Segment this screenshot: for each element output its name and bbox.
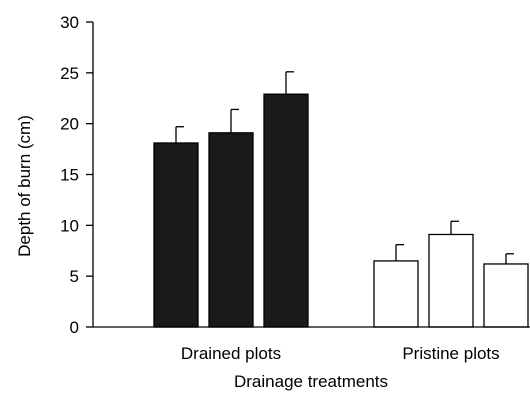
- x-group-label: Pristine plots: [402, 344, 499, 363]
- bar: [263, 93, 309, 328]
- y-tick-label: 15: [60, 166, 79, 185]
- y-tick-label: 0: [70, 318, 79, 337]
- y-axis-title: Depth of burn (cm): [15, 115, 34, 257]
- y-tick-label: 10: [60, 216, 79, 235]
- bar: [428, 233, 474, 328]
- x-axis-title: Drainage treatments: [234, 372, 388, 391]
- y-tick-label: 30: [60, 13, 79, 32]
- x-axis: Drained plots Pristine plots: [93, 326, 530, 363]
- bar-group: [153, 71, 309, 328]
- bar: [208, 132, 254, 328]
- bars-layer: [153, 71, 529, 328]
- bar: [373, 260, 419, 328]
- y-axis: 0 5 10 15 20 25 30: [60, 13, 94, 337]
- bar: [153, 142, 199, 328]
- bar-group: [373, 220, 529, 328]
- y-tick-label: 5: [70, 267, 79, 286]
- y-tick-label: 25: [60, 64, 79, 83]
- x-group-label: Drained plots: [181, 344, 281, 363]
- y-tick-label: 20: [60, 115, 79, 134]
- bar: [483, 263, 529, 328]
